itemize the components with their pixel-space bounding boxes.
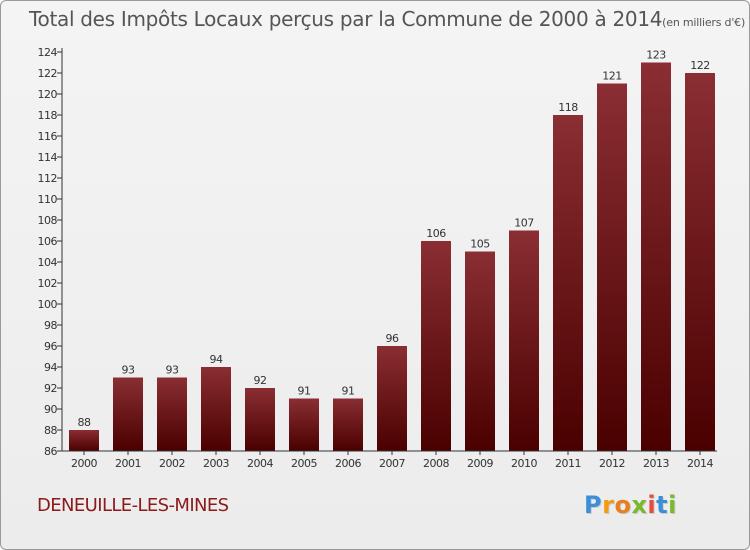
bar-value-label: 88	[78, 416, 91, 429]
bar-value-label: 123	[646, 49, 666, 62]
bar-value-label: 93	[122, 364, 135, 377]
bar-2010	[509, 230, 539, 451]
x-tick-label: 2000	[71, 457, 97, 470]
bar-value-label: 122	[690, 59, 710, 72]
y-tick-label: 92	[44, 382, 57, 395]
bar-value-label: 96	[386, 332, 399, 345]
y-tick-label: 112	[38, 172, 58, 185]
x-tick-label: 2009	[467, 457, 493, 470]
x-tick-label: 2001	[115, 457, 141, 470]
x-tick-label: 2012	[599, 457, 625, 470]
bar-2006	[333, 398, 363, 451]
proxiti-logo: Proxiti	[584, 491, 677, 519]
chart-title-main: Total des Impôts Locaux perçus par la Co…	[29, 7, 663, 31]
logo-letter: t	[656, 491, 669, 519]
logo-letter: x	[631, 491, 648, 519]
chart-unit-label: (en milliers d'€)	[662, 16, 746, 29]
bar-2008	[421, 241, 451, 451]
bar-2009	[465, 251, 495, 451]
x-tick-label: 2010	[511, 457, 537, 470]
bar-2007	[377, 346, 407, 451]
y-tick-label: 90	[44, 403, 57, 416]
y-tick-label: 94	[44, 361, 57, 374]
bar-value-label: 91	[298, 385, 311, 398]
bar-2001	[113, 377, 143, 451]
bar-value-label: 107	[514, 217, 534, 230]
y-tick-label: 114	[38, 151, 58, 164]
logo-letter: P	[584, 491, 603, 519]
y-tick-label: 96	[44, 340, 57, 353]
logo-letter: o	[614, 491, 632, 519]
bar-2011	[553, 115, 583, 451]
bar-2002	[157, 377, 187, 451]
y-tick-label: 118	[38, 109, 58, 122]
logo-letter: i	[668, 491, 677, 519]
x-tick-label: 2006	[335, 457, 361, 470]
bar-value-label: 106	[426, 227, 446, 240]
y-tick-label: 124	[38, 46, 58, 59]
y-tick-label: 100	[38, 298, 58, 311]
y-tick-label: 104	[38, 256, 58, 269]
y-tick-label: 102	[38, 277, 58, 290]
bar-2012	[597, 83, 627, 451]
y-tick-label: 88	[44, 424, 57, 437]
bar-value-label: 92	[254, 374, 267, 387]
bar-2014	[685, 73, 715, 451]
x-tick-label: 2004	[247, 457, 273, 470]
x-tick-label: 2003	[203, 457, 229, 470]
y-tick-label: 108	[38, 214, 58, 227]
bar-2003	[201, 367, 231, 451]
bar-value-label: 118	[558, 101, 578, 114]
chart-title: Total des Impôts Locaux perçus par la Co…	[29, 7, 745, 31]
bar-2013	[641, 62, 671, 451]
y-axis: 86 88 90 92 94 96 98 100 102 104 106 108 110 112 114 11…	[38, 46, 63, 458]
commune-name: DENEUILLE-LES-MINES	[37, 495, 229, 516]
bar-2000	[69, 430, 99, 451]
logo-letter: i	[647, 491, 657, 519]
bar-2004	[245, 388, 275, 451]
y-tick-label: 116	[38, 130, 58, 143]
x-tick-label: 2005	[291, 457, 317, 470]
x-tick-label: 2002	[159, 457, 185, 470]
y-tick-label: 86	[44, 445, 57, 458]
x-axis: 2000 2001 2002 2003 2004 2005 2006 2007 2008 2009…	[62, 450, 717, 470]
y-tick-label: 110	[38, 193, 58, 206]
bar-value-label: 93	[166, 364, 179, 377]
y-tick-label: 122	[38, 67, 58, 80]
x-tick-label: 2013	[643, 457, 669, 470]
bar-value-label: 121	[602, 70, 622, 83]
bar-value-label: 91	[342, 385, 355, 398]
x-tick-label: 2008	[423, 457, 449, 470]
bar-2005	[289, 398, 319, 451]
x-tick-label: 2007	[379, 457, 405, 470]
bars: 88 93 93 94 92 91 91 96 106 105 107 118 121 123 122	[69, 49, 715, 451]
x-tick-label: 2011	[555, 457, 581, 470]
x-tick-label: 2014	[687, 457, 713, 470]
bar-value-label: 94	[210, 353, 223, 366]
bar-value-label: 105	[470, 238, 490, 251]
y-tick-label: 120	[38, 88, 58, 101]
y-tick-label: 98	[44, 319, 57, 332]
logo-letter: r	[602, 491, 615, 519]
y-tick-label: 106	[38, 235, 58, 248]
